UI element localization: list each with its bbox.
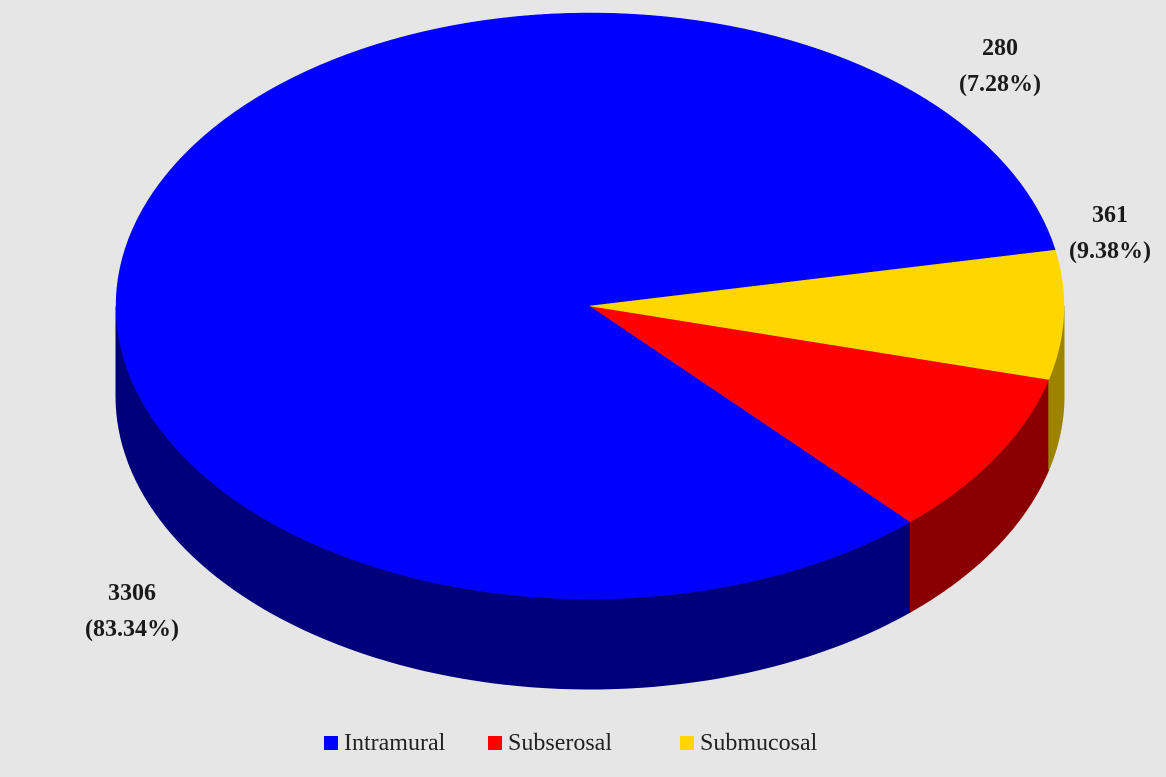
legend-swatch-subserosal (488, 736, 502, 750)
pie-slice-intramural[interactable] (115, 12, 1056, 600)
data-labels: 3306 (83.34%) 361 (9.38%) 280 (7.28%) (85, 35, 1151, 642)
data-label-percent-subserosal: (9.38%) (1069, 238, 1151, 264)
data-label-value-submucosal: 280 (982, 35, 1018, 61)
data-label-percent-submucosal: (7.28%) (959, 71, 1041, 97)
data-label-value-intramural: 3306 (108, 580, 156, 606)
legend-label-subserosal: Subserosal (508, 730, 612, 756)
legend-swatch-intramural (324, 736, 338, 750)
data-label-percent-intramural: (83.34%) (85, 616, 179, 642)
legend: Intramural Subserosal Submucosal (324, 730, 818, 756)
legend-label-intramural: Intramural (344, 730, 446, 756)
pie-slice-subserosal[interactable] (589, 305, 1050, 523)
pie-slice-submucosal[interactable] (589, 249, 1065, 380)
legend-swatch-submucosal (680, 736, 694, 750)
data-label-value-subserosal: 361 (1092, 202, 1128, 228)
pie-slices (115, 12, 1065, 600)
legend-label-submucosal: Submucosal (700, 730, 818, 756)
